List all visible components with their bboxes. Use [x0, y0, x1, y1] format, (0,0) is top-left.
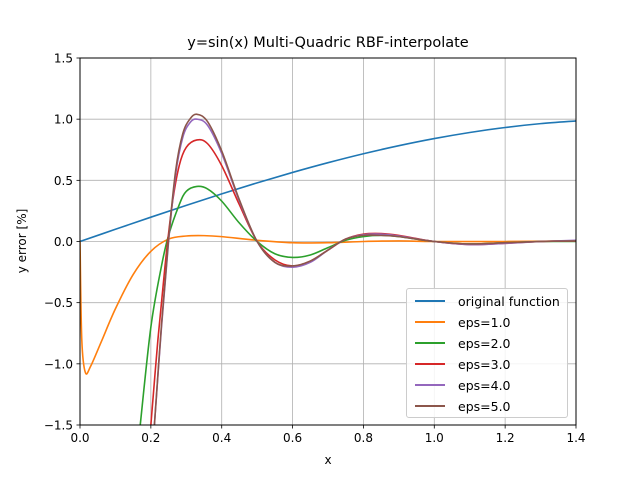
svg-text:0.2: 0.2: [141, 431, 160, 445]
legend-label: eps=2.0: [458, 335, 511, 351]
legend-swatch-icon: [415, 342, 445, 344]
x-axis-ticks: 0.0 0.2 0.4 0.6 0.8 1.0 1.2 1.4: [70, 425, 586, 445]
legend-item: eps=3.0: [415, 354, 511, 374]
svg-text:1.4: 1.4: [566, 431, 585, 445]
y-axis-label: y error [%]: [15, 208, 29, 274]
svg-text:1.0: 1.0: [54, 113, 73, 127]
y-axis-ticks: 1.5 1.0 0.5 0.0 −0.5 −1.0 −1.5: [44, 52, 80, 433]
svg-text:0.5: 0.5: [54, 174, 73, 188]
svg-text:−1.0: −1.0: [44, 357, 73, 371]
svg-text:0.8: 0.8: [354, 431, 373, 445]
legend-label: original function: [458, 293, 560, 309]
svg-text:0.0: 0.0: [70, 431, 89, 445]
svg-text:1.0: 1.0: [425, 431, 444, 445]
svg-text:−0.5: −0.5: [44, 296, 73, 310]
legend-item: eps=4.0: [415, 375, 511, 395]
svg-text:0.6: 0.6: [283, 431, 302, 445]
legend-item: eps=5.0: [415, 396, 511, 416]
legend: original function eps=1.0 eps=2.0 eps=3.…: [406, 288, 568, 418]
legend-swatch-icon: [415, 363, 445, 365]
svg-text:1.5: 1.5: [54, 52, 73, 66]
legend-label: eps=3.0: [458, 356, 511, 372]
legend-swatch-icon: [415, 405, 445, 407]
legend-item: original function: [415, 291, 560, 311]
data-lines: [80, 113, 576, 425]
svg-text:0.0: 0.0: [54, 235, 73, 249]
legend-label: eps=1.0: [458, 314, 511, 330]
legend-item: eps=1.0: [415, 312, 511, 332]
legend-label: eps=4.0: [458, 377, 511, 393]
legend-item: eps=2.0: [415, 333, 511, 353]
x-axis-label: x: [324, 453, 332, 467]
svg-text:−1.5: −1.5: [44, 419, 73, 433]
legend-label: eps=5.0: [458, 398, 511, 414]
legend-swatch-icon: [415, 384, 445, 386]
chart-title: y=sin(x) Multi-Quadric RBF-interpolate: [187, 35, 469, 51]
svg-text:0.4: 0.4: [212, 431, 231, 445]
legend-swatch-icon: [415, 300, 445, 302]
legend-swatch-icon: [415, 321, 445, 323]
svg-text:1.2: 1.2: [496, 431, 515, 445]
